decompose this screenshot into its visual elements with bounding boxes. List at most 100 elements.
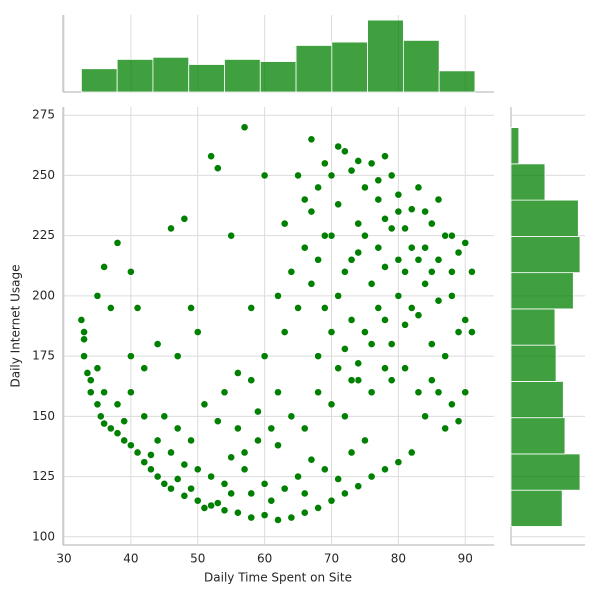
scatter-point [193, 465, 202, 474]
y-tick-label: 175 [32, 349, 55, 363]
scatter-point [86, 376, 95, 385]
scatter-point [441, 231, 450, 240]
scatter-point [133, 304, 142, 312]
scatter-point [407, 205, 416, 214]
histogram-bar [510, 163, 546, 201]
x-tick-label: 90 [458, 552, 473, 566]
scatter-point [387, 171, 396, 180]
histogram-bar [510, 235, 581, 274]
histogram-bar [510, 489, 563, 527]
scatter-point [347, 255, 356, 264]
scatter-point [147, 465, 155, 474]
scatter-point [207, 472, 216, 481]
scatter-point [327, 171, 336, 180]
histogram-bar [367, 19, 404, 93]
scatter-point [274, 388, 282, 397]
scatter-point [441, 352, 450, 361]
scatter-point [447, 291, 456, 300]
scatter-point [320, 465, 329, 474]
scatter-point [80, 328, 88, 336]
scatter-point [294, 171, 302, 180]
scatter-point [361, 231, 369, 240]
scatter-point [153, 436, 162, 445]
scatter-point [427, 340, 436, 348]
scatter-point [434, 255, 443, 264]
scatter-point [427, 267, 436, 276]
scatter-point [260, 171, 269, 180]
scatter-point [421, 412, 430, 421]
x-tick-label: 60 [257, 552, 272, 566]
scatter-point [247, 489, 256, 498]
scatter-point [340, 267, 349, 276]
scatter-point [401, 224, 409, 233]
scatter-point [394, 190, 403, 199]
histogram-bar [331, 41, 369, 93]
scatter-point [334, 475, 343, 483]
scatter-point [187, 436, 195, 445]
scatter-point [447, 400, 456, 409]
scatter-point [327, 231, 336, 240]
scatter-point [314, 503, 323, 512]
histogram-bar [152, 56, 190, 93]
scatter-point [213, 499, 222, 507]
scatter-point [307, 135, 316, 144]
x-tick-label: 80 [391, 552, 406, 566]
scatter-point [120, 417, 129, 426]
scatter-point [441, 424, 450, 433]
scatter-point [320, 304, 329, 312]
scatter-point [401, 364, 409, 373]
scatter-point [340, 344, 349, 353]
scatter-point [247, 376, 256, 385]
scatter-point [213, 417, 222, 426]
scatter-point [280, 484, 289, 493]
scatter-point [300, 508, 309, 517]
scatter-point [401, 320, 409, 329]
scatter-point [207, 501, 216, 510]
scatter-point [381, 152, 389, 161]
histogram-bar [510, 344, 557, 382]
y-tick-label: 200 [32, 288, 55, 302]
scatter-point [381, 465, 389, 474]
scatter-point [86, 388, 95, 397]
scatter-point [274, 291, 282, 300]
histogram-bar [402, 39, 440, 93]
scatter-point [347, 166, 356, 175]
scatter-point [314, 352, 323, 361]
scatter-point [394, 207, 403, 216]
scatter-point [96, 412, 105, 421]
scatter-point [280, 219, 289, 228]
scatter-point [320, 159, 329, 168]
scatter-point [227, 231, 236, 240]
histogram-bar [224, 59, 261, 93]
scatter-point [173, 352, 182, 361]
scatter-point [280, 328, 289, 336]
scatter-point [381, 214, 389, 223]
scatter-point [407, 243, 416, 252]
histogram-bar [510, 272, 574, 310]
scatter-point [233, 424, 242, 433]
x-tick-label: 30 [56, 552, 71, 566]
scatter-point [80, 352, 88, 361]
scatter-point [247, 304, 256, 312]
scatter-point [407, 448, 416, 457]
scatter-point [361, 436, 369, 445]
y-tick-label: 150 [32, 409, 55, 423]
scatter-point [287, 412, 296, 421]
scatter-point [414, 388, 423, 397]
scatter-point [294, 304, 302, 312]
scatter-point [113, 238, 122, 247]
scatter-point [153, 340, 162, 348]
scatter-point [126, 352, 135, 361]
y-tick-label: 275 [32, 108, 55, 122]
scatter-point [468, 267, 476, 276]
scatter-point [421, 243, 430, 252]
scatter-point [140, 364, 149, 373]
scatter-point [421, 279, 430, 288]
scatter-point [434, 388, 443, 397]
scatter-point [354, 359, 363, 368]
scatter-point [354, 482, 363, 491]
scatter-point [314, 183, 323, 192]
scatter-point [233, 369, 242, 377]
scatter-point [461, 238, 470, 247]
scatter-point [153, 472, 162, 481]
